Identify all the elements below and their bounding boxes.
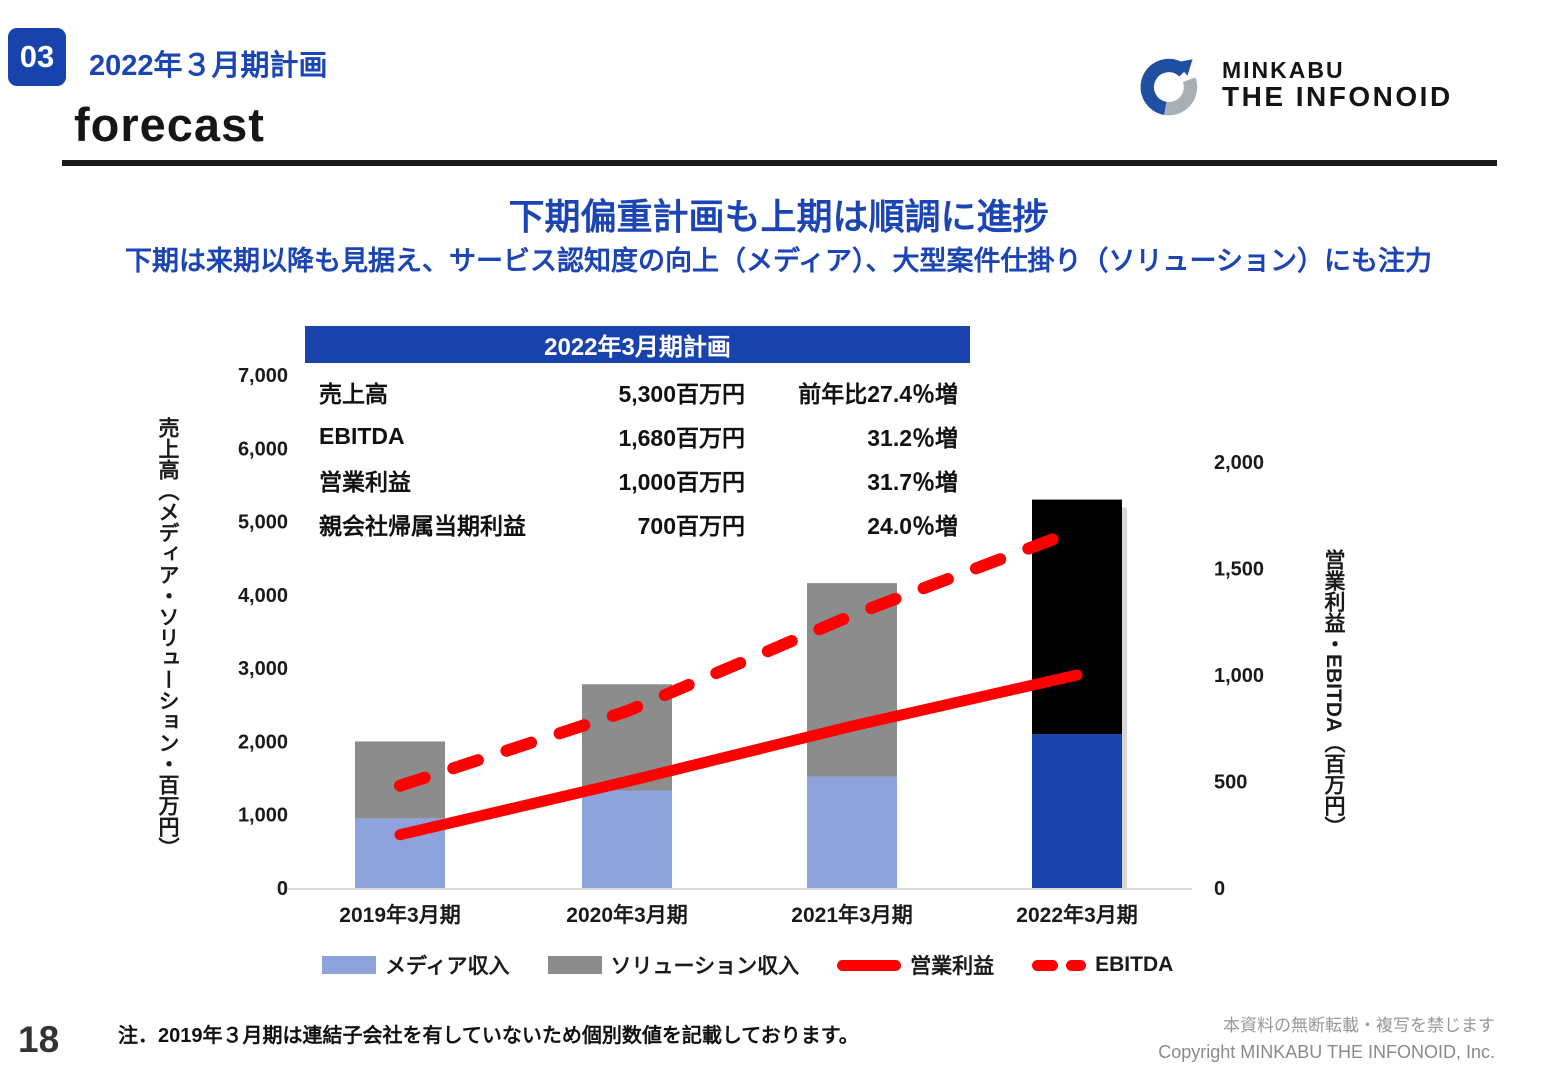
- page-number: 18: [18, 1019, 60, 1060]
- right-axis-tick-label: 500: [1214, 772, 1247, 794]
- media-swatch-icon: [322, 956, 376, 974]
- table-row: 営業利益 1,000百万円 31.7％増: [305, 458, 970, 502]
- left-axis-tick-label: 6,000: [238, 438, 288, 460]
- bar-segment-ソリューション収入: [1032, 499, 1122, 735]
- footer-notice-block: 本資料の無断転載・複写を禁じます Copyright MINKABU THE I…: [1158, 1013, 1495, 1066]
- footnote: 注．2019年３月期は連結子会社を有していないため個別数値を記載しております。: [118, 1025, 859, 1047]
- section-number-badge: 03: [8, 28, 66, 86]
- section-number: 03: [19, 39, 55, 74]
- legend-item-operating-profit: 営業利益: [837, 950, 994, 980]
- row-value: 700百万円: [637, 513, 745, 539]
- bar-segment-メディア収入: [1032, 734, 1122, 888]
- legend-label: EBITDA: [1095, 953, 1174, 976]
- left-axis-tick-label: 5,000: [238, 512, 288, 534]
- legend-item-ebitda: EBITDA: [1032, 953, 1173, 977]
- ebitda-line: [394, 524, 1083, 792]
- minkabu-logo-icon: [1140, 58, 1198, 116]
- solution-swatch-icon: [547, 956, 602, 974]
- bar-segment-ソリューション収入: [807, 583, 897, 777]
- right-axis-tick-label: 2,000: [1214, 452, 1264, 474]
- left-axis-tick-label: 7,000: [238, 365, 288, 387]
- logo-brand-bottom: THE INFONOID: [1222, 81, 1453, 113]
- table-row: 親会社帰属当期利益 700百万円 24.0％増: [305, 502, 970, 546]
- slide-sub-title: 下期は来期以降も見据え、サービス認知度の向上（メディア）、大型案件仕掛り（ソリュ…: [124, 246, 1433, 276]
- row-label: 売上高: [319, 381, 388, 407]
- right-axis-tick-label: 0: [1214, 878, 1225, 900]
- section-title: 2022年３月期計画: [89, 50, 328, 82]
- row-label: 営業利益: [319, 469, 411, 495]
- left-axis-tick-label: 3,000: [238, 658, 288, 680]
- left-axis-tick-label: 2,000: [238, 731, 288, 753]
- row-value: 1,680百万円: [618, 425, 745, 451]
- legend-label: ソリューション収入: [610, 955, 800, 978]
- row-label: 親会社帰属当期利益: [319, 513, 526, 539]
- row-value: 1,000百万円: [618, 469, 745, 495]
- right-axis-title: 営業利益・EBITDA（百万円）: [1322, 548, 1345, 838]
- right-axis-tick-label: 1,000: [1214, 665, 1264, 687]
- legend-item-solution: ソリューション収入: [547, 950, 800, 980]
- logo-text: MINKABU THE INFONOID: [1222, 58, 1453, 112]
- left-axis-tick-label: 4,000: [238, 585, 288, 607]
- plan-table: 2022年3月期計画 売上高 5,300百万円 前年比27.4％増 EBITDA…: [305, 326, 970, 546]
- operating-profit-line: [394, 669, 1083, 841]
- solid-line-swatch-icon: [837, 959, 902, 971]
- row-label: EBITDA: [319, 422, 405, 449]
- slide-main-title: 下期偏重計画も上期は順調に進捗: [508, 196, 1049, 237]
- row-change: 31.2％増: [867, 425, 958, 451]
- left-axis-title: 売上高（メディア・ソリューション・百万円）: [156, 416, 179, 858]
- x-axis-category-label: 2019年3月期: [339, 903, 460, 927]
- dashed-line-swatch-icon: [1032, 959, 1087, 971]
- row-change: 24.0％増: [867, 513, 958, 539]
- company-logo: MINKABU THE INFONOID: [1134, 48, 1453, 122]
- page-heading: forecast: [74, 98, 265, 151]
- logo-brand-top: MINKABU: [1222, 57, 1345, 84]
- footer-notice: 本資料の無断転載・複写を禁じます: [1223, 1016, 1495, 1035]
- bar-segment-メディア収入: [807, 776, 897, 888]
- x-axis-category-label: 2021年3月期: [791, 903, 912, 927]
- x-axis-category-label: 2020年3月期: [566, 903, 687, 927]
- right-axis-tick-label: 1,500: [1214, 559, 1264, 581]
- row-change: 前年比27.4％増: [798, 381, 958, 407]
- legend-item-media: メディア収入: [322, 950, 510, 980]
- heading-divider: [62, 160, 1497, 166]
- row-value: 5,300百万円: [618, 381, 745, 407]
- combo-chart: 0 1,000 2,000 3,000 4,000 5,000 6,000 7,000 0 500…: [238, 365, 1264, 927]
- legend-label: メディア収入: [385, 955, 510, 978]
- plan-bar-shadow: [1122, 507, 1127, 888]
- legend-label: 営業利益: [910, 955, 995, 978]
- table-row: EBITDA 1,680百万円 31.2％増: [305, 414, 970, 458]
- footer-copyright: Copyright MINKABU THE INFONOID, Inc.: [1158, 1041, 1495, 1062]
- plan-table-rows: 売上高 5,300百万円 前年比27.4％増 EBITDA 1,680百万円 3…: [305, 363, 970, 546]
- table-row: 売上高 5,300百万円 前年比27.4％増: [305, 370, 970, 414]
- bar-segment-メディア収入: [582, 790, 672, 888]
- x-axis-category-label: 2022年3月期: [1016, 903, 1137, 927]
- row-change: 31.7％増: [867, 469, 958, 495]
- plan-table-header: 2022年3月期計画: [305, 326, 970, 363]
- left-axis-tick-label: 1,000: [238, 805, 288, 827]
- chart-legend: メディア収入 ソリューション収入 営業利益 EBITDA: [322, 950, 1173, 980]
- left-axis-tick-label: 0: [277, 878, 288, 900]
